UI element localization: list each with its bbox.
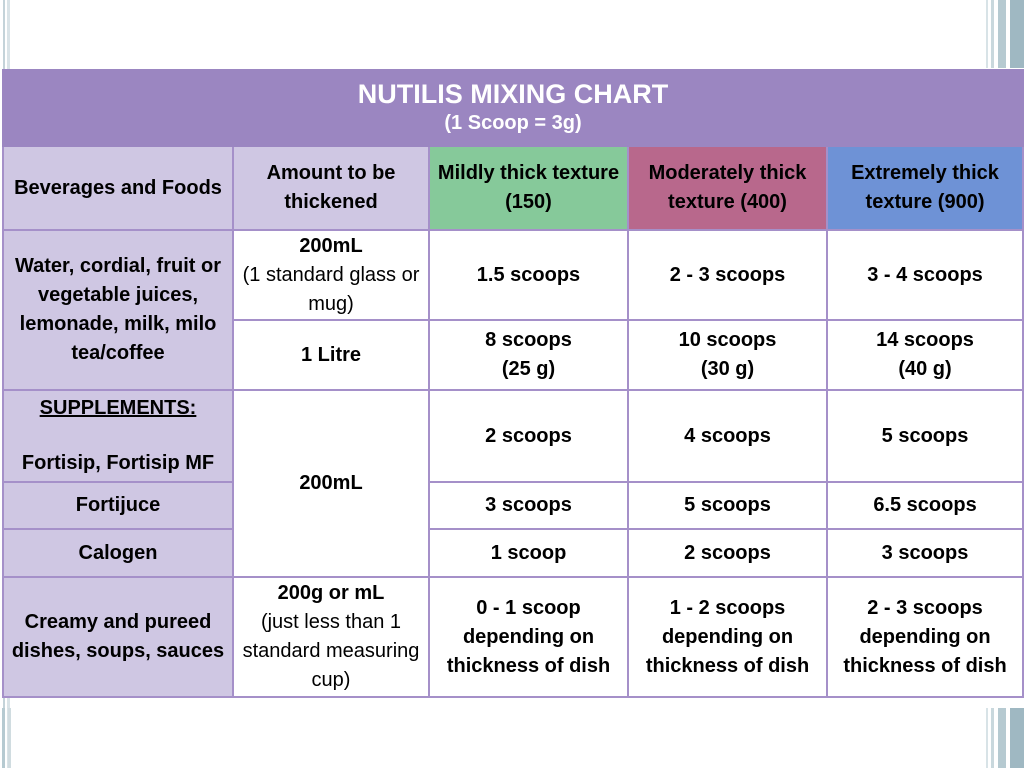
extreme-value: 3 - 4 scoops [825,229,1024,321]
moderate-value: 1 - 2 scoops depending on thickness of d… [627,576,828,698]
amount-1-litre: 1 Litre [232,319,430,391]
right-bottom-decoration [980,708,1024,768]
mild-grams: (25 g) [501,358,556,380]
moderate-value: 2 - 3 scoops [627,229,828,321]
table-row: Fortijuce 3 scoops 5 scoops 6.5 scoops [2,481,1024,530]
amount-200ml-glass: 200mL (1 standard glass or mug) [232,229,430,321]
chart-title-cell: NUTILIS MIXING CHART (1 Scoop = 3g) [1,69,1024,147]
header-amount: Amount to be thickened [232,145,430,231]
amount-200ml-supplements: 200mL [232,389,430,578]
chart-subtitle: (1 Scoop = 3g) [444,112,582,134]
table-row: Creamy and pureed dishes, soups, sauces … [2,576,1024,698]
amount-note: (1 standard glass or mug) [242,263,420,315]
extreme-value: 5 scoops [825,389,1024,483]
header-extreme: Extremely thick texture (900) [825,145,1024,231]
amount-200g: 200g or mL (just less than 1 standard me… [232,576,430,698]
left-bottom-decoration [0,708,14,768]
food-calogen: Calogen [2,528,234,578]
moderate-value: 5 scoops [627,481,828,530]
extreme-value: 14 scoops (40 g) [825,319,1024,391]
fortisip-label: Fortisip, Fortisip MF [21,452,215,474]
header-foods: Beverages and Foods [2,145,234,231]
amount-note: (just less than 1 standard measuring cup… [242,611,420,691]
mild-value: 3 scoops [428,481,629,530]
table-row: 1 Litre 8 scoops (25 g) 10 scoops (30 g)… [3,319,1024,391]
header-row: Beverages and Foods Amount to be thicken… [2,145,1024,231]
mixing-chart-table: NUTILIS MIXING CHART (1 Scoop = 3g) Beve… [1,69,1024,698]
moderate-grams: (30 g) [700,358,755,380]
extreme-value: 3 scoops [825,528,1024,578]
amount-main: 200mL [299,234,363,257]
mild-value: 0 - 1 scoop depending on thickness of di… [428,576,629,698]
moderate-value: 4 scoops [627,389,828,483]
header-moderate: Moderately thick texture (400) [627,145,828,231]
chart-title: NUTILIS MIXING CHART [357,79,669,109]
extreme-value: 2 - 3 scoops depending on thickness of d… [825,576,1024,698]
mild-value: 1.5 scoops [428,229,629,321]
right-top-decoration [980,0,1024,68]
mild-value: 8 scoops (25 g) [428,319,629,391]
food-pureed: Creamy and pureed dishes, soups, sauces [2,576,234,698]
food-fortijuce: Fortijuce [2,481,234,530]
moderate-value: 10 scoops (30 g) [627,319,828,391]
mild-value: 1 scoop [428,528,629,578]
extreme-grams: (40 g) [898,358,952,380]
moderate-value: 2 scoops [627,528,828,578]
mild-value: 2 scoops [428,389,629,483]
extreme-value: 6.5 scoops [825,481,1024,530]
header-mild: Mildly thick texture (150) [428,145,629,231]
moderate-scoops: 10 scoops [678,329,777,351]
extreme-scoops: 14 scoops [876,329,974,351]
supplements-heading: SUPPLEMENTS: [39,397,197,419]
food-fortisip: SUPPLEMENTS: Fortisip, Fortisip MF [2,389,234,483]
table-row: Water, cordial, fruit or vegetable juice… [2,229,1024,391]
table-row: Calogen 1 scoop 2 scoops 3 scoops [2,528,1024,578]
food-beverages: Water, cordial, fruit or vegetable juice… [2,229,234,391]
mild-scoops: 8 scoops [485,329,572,351]
amount-main: 200g or mL [277,582,385,604]
title-row: NUTILIS MIXING CHART (1 Scoop = 3g) [1,69,1024,147]
table-row: SUPPLEMENTS: Fortisip, Fortisip MF 200mL… [2,389,1024,578]
